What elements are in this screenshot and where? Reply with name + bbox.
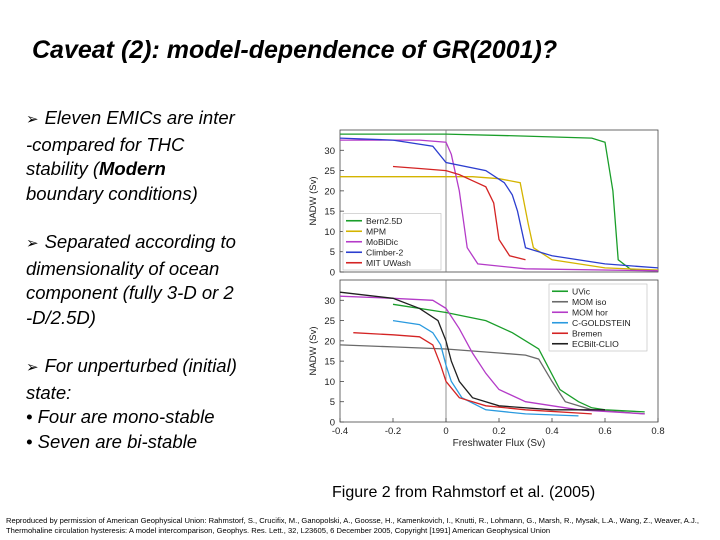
bullet-1-bold: Modern <box>99 158 166 179</box>
bullet-2-line-1: Separated according to <box>44 231 236 252</box>
legend-label-c-goldstein: C-GOLDSTEIN <box>572 318 631 328</box>
legend-label-mit-uwash: MIT UWash <box>366 258 411 268</box>
top-y-tick-label: 10 <box>324 227 335 238</box>
legend-label-mom-hor: MOM hor <box>572 307 608 317</box>
bullet-3-line-2: state: <box>26 381 72 403</box>
series-line-uvic <box>392 303 645 413</box>
sub-bullet-bi-stable: • Seven are bi-stable <box>26 430 198 452</box>
bottom-x-tick-label: 0.4 <box>545 426 558 437</box>
top-y-tick-label: 5 <box>330 247 335 258</box>
bullet-1-line-3: stability ( <box>26 158 99 179</box>
bullet-list: ➢ Eleven EMICs are inter -compared for TH… <box>26 106 288 478</box>
series-line-bern2-5d <box>340 133 659 272</box>
legend-label-uvic: UVic <box>572 286 591 296</box>
slide-title: Caveat (2): model-dependence of GR(2001)… <box>32 36 558 64</box>
figure-caption: Figure 2 from Rahmstorf et al. (2005) <box>332 484 596 501</box>
sub-bullet-mono-stable: • Four are mono-stable <box>26 406 215 427</box>
bottom-y-tick-label: 10 <box>324 377 335 388</box>
copyright-footer: Reproduced by permission of American Geo… <box>6 516 699 535</box>
bottom-x-tick-label: -0.2 <box>385 426 401 437</box>
series-line-ecbilt-clio <box>339 291 605 411</box>
bottom-y-tick-label: 0 <box>330 418 335 429</box>
bullet-2-line-4: -D/2.5D) <box>26 306 96 328</box>
bottom-y-tick-label: 30 <box>324 296 335 307</box>
arrow-bullet-icon: ➢ <box>26 359 39 376</box>
top-y-tick-label: 15 <box>324 207 335 218</box>
top-y-tick-label: 30 <box>324 146 335 157</box>
bullet-2-line-2: dimensionality of ocean <box>26 257 220 279</box>
legend-label-mpm: MPM <box>366 226 386 236</box>
bottom-y-axis-label: NADW (Sv) <box>308 326 319 375</box>
legend-label-climber-2: Climber-2 <box>366 247 403 257</box>
legend-label-bremen: Bremen <box>572 328 602 338</box>
series-line-mit-uwash <box>392 165 526 261</box>
bullet-1-line-1: Eleven EMICs are inter <box>44 107 235 128</box>
series-line-mpm <box>340 176 659 271</box>
bottom-x-tick-label: 0.6 <box>598 426 611 437</box>
bottom-x-tick-label: 0.2 <box>492 426 505 437</box>
top-y-axis-label: NADW (Sv) <box>308 176 319 225</box>
bottom-x-tick-label: 0 <box>443 426 448 437</box>
top-y-tick-label: 25 <box>324 166 335 177</box>
top-y-tick-label: 20 <box>324 186 335 197</box>
bullet-2-line-3: component (fully 3-D or 2 <box>26 282 234 303</box>
bottom-y-tick-label: 15 <box>324 357 335 368</box>
bottom-legend-box <box>548 283 648 352</box>
bullet-1: ➢ Eleven EMICs are inter -compared for TH… <box>26 106 288 206</box>
series-line-bremen <box>353 332 592 415</box>
bullet-2: ➢ Separated according to dimensionality o… <box>26 230 288 330</box>
legend-label-mom-iso: MOM iso <box>572 297 607 307</box>
bottom-x-tick-label: 0.8 <box>651 426 664 437</box>
bottom-y-tick-label: 5 <box>330 397 335 408</box>
bottom-y-tick-label: 20 <box>324 336 335 347</box>
top-y-tick-label: 0 <box>330 268 335 279</box>
legend-label-bern2-5d: Bern2.5D <box>366 216 402 226</box>
series-line-mobidic <box>340 139 659 272</box>
legend-label-mobidic: MoBiDic <box>366 237 399 247</box>
legend-label-ecbilt-clio: ECBilt-CLIO <box>572 339 619 349</box>
bullet-3-line-1: For unperturbed (initial) <box>44 355 237 376</box>
bullet-1-line-4: boundary conditions) <box>26 182 198 204</box>
series-line-mom-hor <box>339 295 645 415</box>
bottom-x-tick-label: -0.4 <box>332 426 348 437</box>
series-line-climber-2 <box>339 137 659 269</box>
bullet-3: ➢ For unperturbed (initial) state: • Four… <box>26 354 288 454</box>
series-line-mom-iso <box>339 344 645 415</box>
series-line-c-goldstein <box>392 319 579 417</box>
bottom-x-axis-label: Freshwater Flux (Sv) <box>453 438 546 449</box>
arrow-bullet-icon: ➢ <box>26 235 39 252</box>
top-plot-frame <box>339 129 659 273</box>
bullet-1-line-2: -compared for THC <box>26 133 185 155</box>
arrow-bullet-icon: ➢ <box>26 111 39 128</box>
bottom-y-tick-label: 25 <box>324 316 335 327</box>
